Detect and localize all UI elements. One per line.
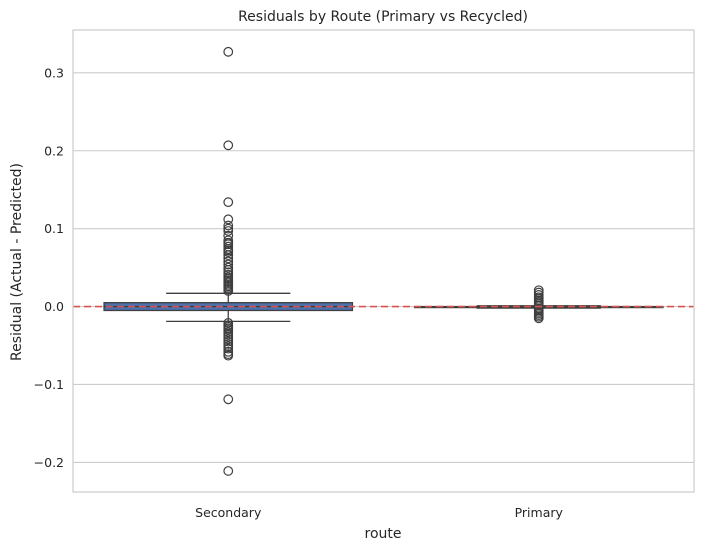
- outlier-point: [223, 46, 234, 57]
- outlier-point: [223, 343, 234, 354]
- x-tick-label: Secondary: [195, 505, 262, 520]
- x-tick-labels: Secondary Primary: [195, 505, 563, 520]
- outlier-point: [223, 140, 234, 151]
- y-tick-label: 0.1: [44, 221, 64, 236]
- y-tick-label: 0.0: [44, 299, 64, 314]
- y-tick-label: −0.1: [34, 377, 64, 392]
- outlier-point: [533, 313, 544, 324]
- outlier-point: [223, 394, 234, 405]
- outlier-point: [223, 253, 234, 264]
- outlier-point: [223, 220, 234, 231]
- outlier-point: [223, 197, 234, 208]
- outlier-point: [223, 350, 234, 361]
- outlier-point: [223, 250, 234, 261]
- boxes-group: [103, 46, 664, 476]
- x-axis-label: route: [365, 526, 402, 542]
- outlier-point: [223, 226, 234, 236]
- outlier-point: [223, 259, 234, 270]
- outlier-point: [223, 466, 234, 476]
- y-axis-label: Residual (Actual - Predicted): [9, 163, 25, 361]
- outlier-point: [223, 247, 234, 257]
- outlier-point: [223, 214, 234, 225]
- chart-title: Residuals by Route (Primary vs Recycled): [238, 9, 528, 25]
- y-tick-label: 0.2: [44, 143, 64, 158]
- outlier-point: [223, 286, 234, 296]
- box-secondary: [103, 46, 354, 476]
- y-tick-label: −0.2: [34, 455, 64, 470]
- x-tick-label: Primary: [515, 505, 564, 520]
- y-tick-labels: 0.3 0.2 0.1 0.0 −0.1 −0.2: [34, 65, 64, 470]
- grid-lines: [73, 72, 694, 463]
- plot-frame: [72, 29, 695, 493]
- box-primary: [413, 285, 664, 324]
- y-tick-label: 0.3: [44, 65, 64, 80]
